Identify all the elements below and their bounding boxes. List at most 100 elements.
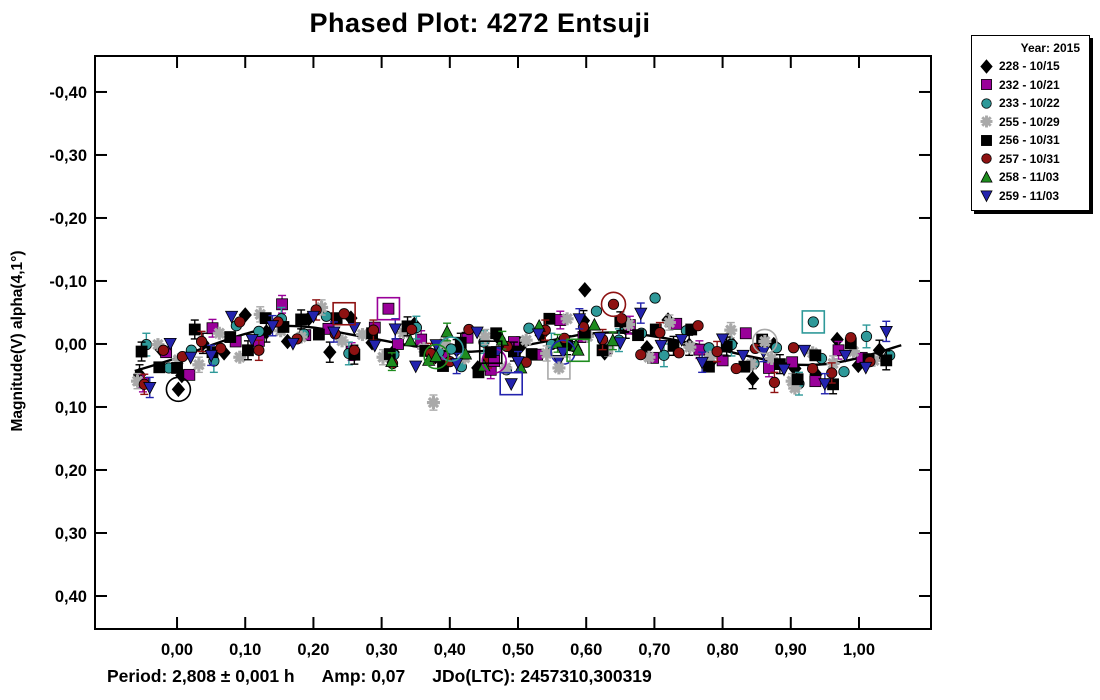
data-point [879,325,893,339]
data-point [403,333,417,347]
data-point [356,328,370,342]
data-point [188,323,201,336]
legend-item-label: 257 - 10/31 [999,151,1060,166]
data-point [440,324,454,338]
data-point [265,320,280,334]
data-point [306,310,321,324]
data-point [183,368,196,381]
data-point [531,328,546,342]
x-tick-label: 0,20 [297,641,329,659]
x-tick-label: 0,40 [434,641,466,659]
legend-item: 259 - 11/03 [979,187,1082,206]
data-point [786,356,799,369]
data-point [409,360,423,374]
triangle-up-marker-icon [980,170,993,183]
data-point [980,59,993,74]
highlight-square [566,338,590,363]
data-point [135,345,148,358]
data-point [484,346,497,359]
axis-ticks: 0,00 0,10 0,20 0,30 0,40 0,50 0,60 0,70 0,80 0,90… [49,56,931,659]
data-point [981,98,992,109]
data-point [807,316,819,328]
square-marker-icon [981,79,992,91]
data-point [470,326,484,340]
highlight-square [376,296,401,321]
legend-items: 228 - 10/15 232 - 10/21 233 - 10/22 255 - 1… [979,57,1082,205]
data-point [736,349,750,363]
x-tick-label: 1,00 [843,641,875,659]
data-point [872,342,887,359]
amplitude-annotation: Amp: 0,07 [321,666,406,686]
data-point [253,325,265,337]
data-point [295,313,308,326]
data-point [392,338,404,350]
data-point [662,316,676,330]
data-point [981,153,992,164]
y-tick-label: -0,10 [49,273,87,291]
data-point [683,340,697,354]
data-point [153,361,166,374]
y-tick-label: -0,30 [49,147,87,165]
x-tick-label: 0,80 [707,641,739,659]
data-point [730,362,742,375]
y-tick-label: -0,20 [49,210,87,228]
y-tick-label: 0,30 [55,525,87,543]
data-point [673,347,685,359]
data-point [157,344,169,356]
plot-caption: Period: 2,808 ± 0,001 h Amp: 0,07 JDo(LTC)… [107,666,679,687]
data-point [519,333,533,347]
data-point [504,378,518,392]
legend-item-label: 256 - 10/31 [999,133,1060,148]
highlight-circle [423,343,449,370]
data-point [791,373,804,386]
data-point [368,339,382,353]
legend-box: Year: 2015 228 - 10/15 232 - 10/21 233 - 1… [971,35,1090,211]
data-point [613,337,627,351]
data-point [224,310,239,324]
data-point [327,326,341,340]
data-point [523,322,535,334]
x-tick-label: 0,60 [570,641,602,659]
data-point [367,324,380,336]
data-point [838,349,853,363]
data-point [406,323,418,336]
data-point [259,312,272,325]
data-point [388,323,402,337]
data-point [286,337,300,351]
data-point [429,349,443,362]
chart-title: Phased Plot: 4272 Entsuji [309,8,651,38]
x-tick-label: 0,50 [502,641,534,659]
data-point [204,349,218,363]
highlight-circle [752,328,778,355]
data-point [560,312,574,326]
data-point [859,361,873,375]
y-tick-label: 0,10 [55,399,87,417]
data-point [577,321,590,333]
legend-title: Year: 2015 [1020,41,1080,55]
data-point [234,316,246,328]
data-point [981,134,992,146]
data-point [695,356,709,370]
data-point [768,376,781,389]
data-point [607,298,620,310]
highlight-circle [165,376,192,403]
highlight-square [801,310,826,334]
x-tick-label: 0,30 [366,641,398,659]
data-point [980,190,993,203]
data-point [860,330,873,343]
y-tick-label: -0,40 [49,84,87,102]
data-point [163,337,177,351]
x-tick-label: 0,70 [638,641,670,659]
asterisk-marker-icon [980,115,993,128]
data-point [382,302,395,315]
data-point [578,282,592,298]
period-annotation: Period: 2,808 ± 0,001 h [107,666,295,686]
data-point [215,342,227,354]
data-point [739,327,752,340]
data-point [543,312,556,325]
data-point [192,358,206,372]
square-marker-icon [981,134,992,146]
legend-item-label: 255 - 10/29 [999,114,1060,129]
